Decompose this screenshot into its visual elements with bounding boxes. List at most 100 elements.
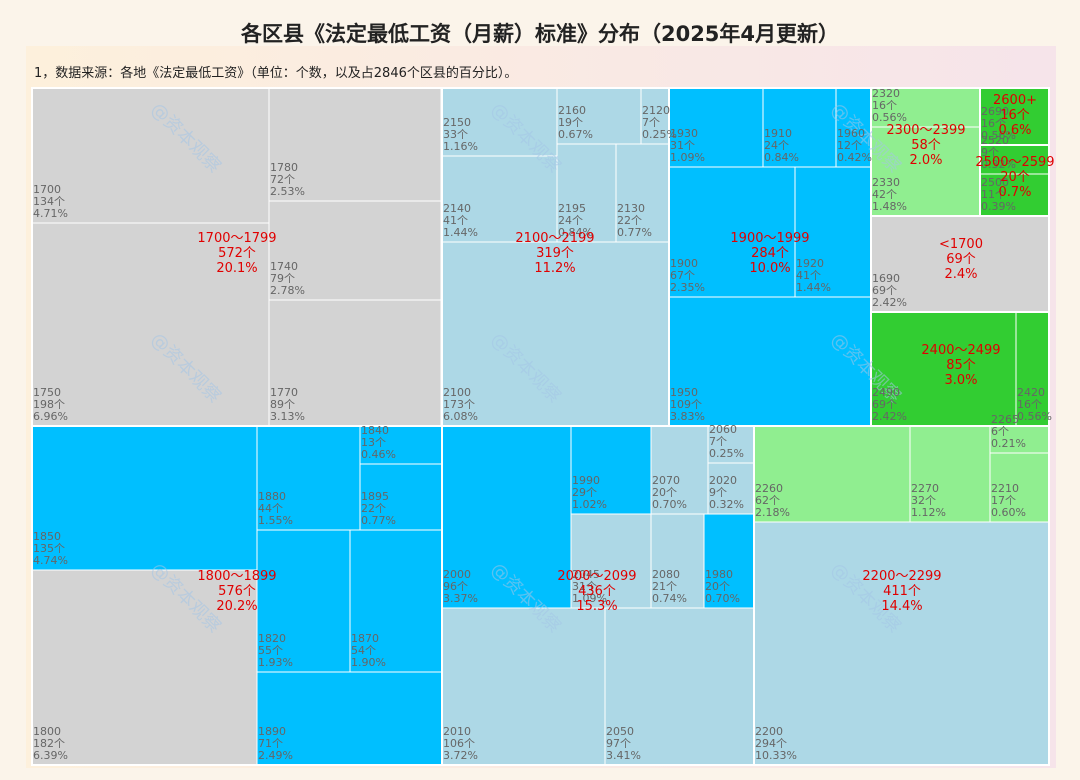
group-label-2-0: 1900～1999 [730,231,809,246]
tile-label-2210-2: 0.60% [991,506,1026,519]
tile-label-1895-1: 22个 [361,502,386,515]
group-label-9-2: 15.3% [576,599,617,614]
tile-label-1980-0: 1980 [705,568,733,581]
tile-label-2320-1: 16个 [872,99,897,112]
tile-label-2500-1: 11个 [981,188,1006,201]
tile-label-1780-1: 72个 [270,173,295,186]
group-label-5-0: 2500～2599 [975,155,1054,170]
tile-label-2265-2: 0.21% [991,437,1026,450]
tile-label-2150-2: 1.16% [443,140,478,153]
tile-label-2200-1: 294个 [755,737,787,750]
tile-label-2260-2: 2.18% [755,506,790,519]
group-label-3-1: 58个 [911,138,941,153]
tile-1980 [703,513,755,609]
tile-2200 [753,521,1050,766]
tile-label-2050-1: 97个 [606,737,631,750]
tile-label-2080-1: 21个 [652,580,677,593]
tile-label-1950-0: 1950 [670,386,698,399]
tile-label-2020-2: 0.32% [709,498,744,511]
tile-label-2330-2: 1.48% [872,200,907,213]
tile-label-2140-2: 1.44% [443,226,478,239]
tile-label-2500-0: 2500 [981,176,1009,189]
tile-label-2160-2: 0.67% [558,128,593,141]
tile-2330 [870,126,981,217]
tile-label-1800-0: 1800 [33,725,61,738]
group-label-7-2: 3.0% [944,373,977,388]
tile-label-2140-1: 41个 [443,214,468,227]
tile-label-1910-0: 1910 [764,127,792,140]
tile-label-2490-2: 2.42% [872,410,907,423]
group-label-10-1: 411个 [883,584,921,599]
tile-label-1740-1: 79个 [270,272,295,285]
tile-label-2070-0: 2070 [652,474,680,487]
tile-label-1930-2: 1.09% [670,151,705,164]
tile-label-1850-0: 1850 [33,530,61,543]
tile-label-2045-0: 2045 [572,568,600,581]
tile-label-1690-2: 2.42% [872,296,907,309]
tile-label-2210-1: 17个 [991,494,1016,507]
tile-1920 [794,166,872,298]
tile-label-1850-2: 4.74% [33,554,68,567]
tile-label-1740-2: 2.78% [270,284,305,297]
tile-1820 [256,529,351,673]
tile-label-2265-1: 6个 [991,425,1009,438]
tile-label-1750-0: 1750 [33,386,61,399]
group-label-10-2: 14.4% [881,599,922,614]
tile-label-2120-1: 7个 [642,116,660,129]
tile-label-2130-0: 2130 [617,202,645,215]
group-label-3-2: 2.0% [909,153,942,168]
tile-label-1820-2: 1.93% [258,656,293,669]
group-label-6-1: 69个 [946,252,976,267]
tile-label-2320-2: 0.56% [872,111,907,124]
tile-label-1900-0: 1900 [670,257,698,270]
group-label-9-0: 2000～2099 [557,569,636,584]
tile-label-2150-0: 2150 [443,116,471,129]
tile-label-2520-2: 0.32% [981,158,1016,171]
tile-label-1920-0: 1920 [796,257,824,270]
tile-2150 [441,87,558,157]
tile-label-1890-2: 2.49% [258,749,293,762]
group-label-1-2: 11.2% [534,261,575,276]
tile-label-2260-0: 2260 [755,482,783,495]
tile-label-1780-0: 1780 [270,161,298,174]
tile-label-1990-0: 1990 [572,474,600,487]
tile-label-1800-2: 6.39% [33,749,68,762]
tile-label-2120-0: 2120 [642,104,670,117]
tile-label-2690-1: 16个 [981,117,1006,130]
group-label-7-1: 85个 [946,358,976,373]
tile-2080 [650,513,705,609]
tile-label-1960-1: 12个 [837,139,862,152]
tile-2045 [570,513,652,609]
tile-label-2195-1: 24个 [558,214,583,227]
group-label-6-0: <1700 [939,237,983,252]
tile-label-2210-0: 2210 [991,482,1019,495]
tile-label-2420-2: 0.56% [1017,410,1052,423]
tile-label-1770-1: 89个 [270,398,295,411]
tile-label-2150-1: 33个 [443,128,468,141]
tile-label-2500-2: 0.39% [981,200,1016,213]
tile-label-1890-1: 71个 [258,737,283,750]
tile-label-1700-1: 134个 [33,195,65,208]
tile-1850 [31,425,258,571]
tile-2020 [707,462,755,515]
tile-label-2520-1: 9个 [981,146,999,159]
group-label-2-2: 10.0% [749,261,790,276]
tile-label-1980-2: 0.70% [705,592,740,605]
tile-2270 [909,425,991,523]
tile-label-2070-1: 20个 [652,486,677,499]
tile-label-2200-2: 10.33% [755,749,797,762]
tile-label-1950-1: 109个 [670,398,702,411]
group-label-0-1: 572个 [218,246,256,261]
tile-label-2045-2: 1.09% [572,592,607,605]
tile-label-2100-2: 6.08% [443,410,478,423]
tile-1895 [359,463,443,531]
group-label-5-2: 0.7% [998,185,1031,200]
tile-layer [31,87,1050,766]
tile-1950 [668,296,872,427]
tile-label-1980-1: 20个 [705,580,730,593]
group-label-3-0: 2300～2399 [886,123,965,138]
tile-label-1950-2: 3.83% [670,410,705,423]
tile-1930 [668,87,764,168]
tile-label-1990-1: 29个 [572,486,597,499]
tile-1870 [349,529,443,673]
